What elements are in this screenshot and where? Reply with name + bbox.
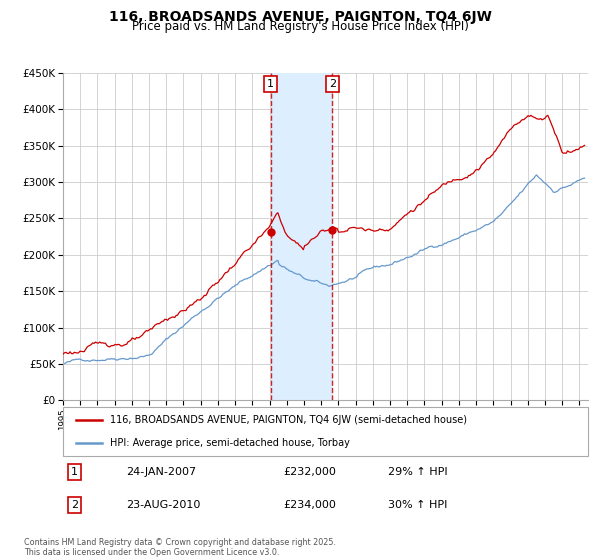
Text: 30% ↑ HPI: 30% ↑ HPI bbox=[389, 500, 448, 510]
FancyBboxPatch shape bbox=[63, 407, 588, 456]
Text: £232,000: £232,000 bbox=[284, 467, 337, 477]
Text: 1: 1 bbox=[267, 80, 274, 89]
Text: 116, BROADSANDS AVENUE, PAIGNTON, TQ4 6JW (semi-detached house): 116, BROADSANDS AVENUE, PAIGNTON, TQ4 6J… bbox=[110, 416, 467, 426]
Text: Contains HM Land Registry data © Crown copyright and database right 2025.
This d: Contains HM Land Registry data © Crown c… bbox=[24, 538, 336, 557]
Text: 29% ↑ HPI: 29% ↑ HPI bbox=[389, 467, 448, 477]
Text: Price paid vs. HM Land Registry's House Price Index (HPI): Price paid vs. HM Land Registry's House … bbox=[131, 20, 469, 33]
Text: 24-JAN-2007: 24-JAN-2007 bbox=[126, 467, 196, 477]
Text: 23-AUG-2010: 23-AUG-2010 bbox=[126, 500, 200, 510]
Text: 2: 2 bbox=[329, 80, 336, 89]
Text: HPI: Average price, semi-detached house, Torbay: HPI: Average price, semi-detached house,… bbox=[110, 438, 350, 448]
Bar bbox=[271, 73, 332, 400]
Text: 116, BROADSANDS AVENUE, PAIGNTON, TQ4 6JW: 116, BROADSANDS AVENUE, PAIGNTON, TQ4 6J… bbox=[109, 10, 491, 24]
Text: 2: 2 bbox=[71, 500, 78, 510]
Text: 1: 1 bbox=[71, 467, 78, 477]
Text: £234,000: £234,000 bbox=[284, 500, 337, 510]
